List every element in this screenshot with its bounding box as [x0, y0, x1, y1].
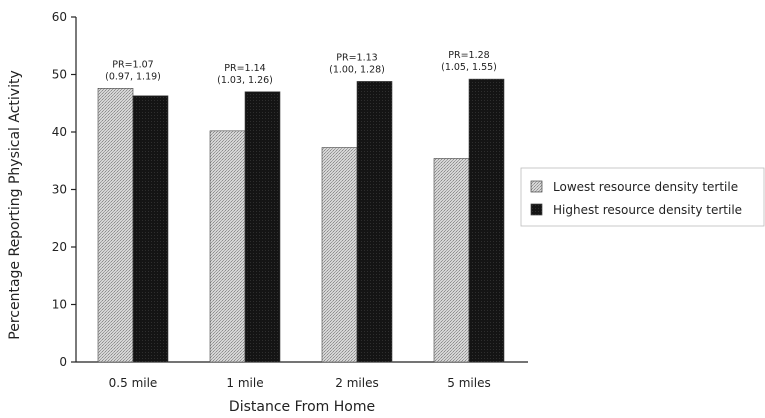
y-tick-label: 20 — [52, 240, 67, 254]
confidence-interval-label: (1.05, 1.55) — [441, 62, 497, 73]
y-tick-label: 10 — [52, 298, 67, 312]
bar-lowest-4 — [433, 158, 470, 363]
x-tick-label: 5 miles — [447, 376, 490, 390]
prevalence-ratio-label: PR=1.28 — [448, 50, 489, 61]
y-tick-label: 30 — [52, 183, 67, 197]
bar-highest-1 — [132, 95, 169, 363]
bar-highest-2 — [244, 91, 281, 363]
legend-swatch — [530, 203, 543, 216]
x-axis: 0.5 mile 1 mile 2 miles 5 miles — [76, 361, 528, 390]
y-tick-label: 50 — [52, 68, 67, 82]
y-tick-label: 0 — [59, 355, 67, 369]
x-axis-title: Distance From Home — [229, 399, 375, 415]
confidence-interval-label: (1.00, 1.28) — [329, 64, 385, 75]
bar-highest-4 — [468, 78, 505, 363]
y-tick-label: 40 — [52, 125, 67, 139]
x-tick-label: 0.5 mile — [109, 376, 158, 390]
y-axis: 0 10 20 30 40 50 60 — [52, 10, 77, 369]
legend: Lowest resource density tertile Highest r… — [520, 167, 765, 227]
y-tick-label: 60 — [52, 10, 67, 24]
annotations: PR=1.07(0.97, 1.19) PR=1.14(1.03, 1.26) PR… — [105, 50, 497, 86]
bar-lowest-3 — [321, 147, 358, 363]
prevalence-ratio-label: PR=1.07 — [112, 59, 153, 70]
legend-label: Lowest resource density tertile — [553, 180, 738, 194]
x-tick-label: 2 miles — [335, 376, 378, 390]
bar-lowest-1 — [97, 88, 134, 363]
x-tick-label: 1 mile — [226, 376, 263, 390]
bar-lowest-2 — [209, 130, 246, 363]
prevalence-ratio-label: PR=1.14 — [224, 63, 265, 74]
bar-highest-3 — [356, 81, 393, 363]
legend-label: Highest resource density tertile — [553, 203, 742, 217]
confidence-interval-label: (0.97, 1.19) — [105, 71, 161, 82]
legend-frame — [520, 167, 765, 227]
confidence-interval-label: (1.03, 1.26) — [217, 75, 273, 86]
y-axis-title: Percentage Reporting Physical Activity — [7, 70, 23, 339]
legend-swatch — [530, 180, 543, 193]
bars — [97, 78, 505, 363]
prevalence-ratio-label: PR=1.13 — [336, 52, 377, 63]
